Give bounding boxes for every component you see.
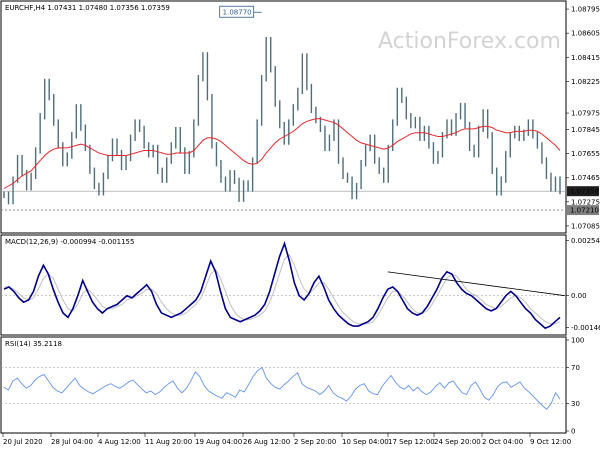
macd-tick-label: 0.00 — [571, 292, 587, 300]
rsi-panel — [0, 336, 567, 434]
macd-tick-label: 0.002547 — [571, 237, 600, 245]
price-header: EURCHF,H4 1.07431 1.07480 1.07356 1.0735… — [5, 4, 170, 12]
rsi-tick-label: 70 — [571, 364, 580, 372]
x-tick-label: 19 Aug 04:00 — [195, 438, 242, 446]
price-tag-label: 1.07210 — [570, 207, 599, 215]
x-tick-label: 26 Aug 12:00 — [243, 438, 290, 446]
x-tick-label: 20 Jul 2020 — [3, 438, 43, 446]
price-tick-label: 1.08225 — [571, 78, 600, 86]
price-tag-label: 1.07359 — [570, 188, 599, 196]
rsi-series: 100 70 30 0 — [1, 337, 584, 436]
price-series: 1.08770 1.08795 1.08605 1.08415 1.08225 1.079… — [1, 5, 600, 230]
x-tick-label: 2 Sep 20:00 — [294, 438, 336, 446]
x-tick-label: 9 Oct 12:00 — [530, 438, 571, 446]
price-tag — [567, 186, 599, 197]
signal-line — [4, 253, 561, 325]
price-tick-label: 1.08795 — [571, 6, 600, 14]
price-tick-label: 1.08415 — [571, 54, 600, 62]
price-tick-label: 1.07655 — [571, 150, 600, 158]
price-panel — [0, 0, 567, 234]
high-label: 1.08770 — [223, 9, 252, 17]
moving-average-line — [3, 118, 561, 189]
rsi-header: RSI(14) 35.2118 — [5, 340, 62, 348]
macd-tick-label: -0.001468 — [571, 324, 600, 332]
x-tick-label: 4 Aug 12:00 — [98, 438, 141, 446]
axis-labels: 20 Jul 2020 28 Jul 04:00 4 Aug 12:00 11 Aug… — [2, 433, 571, 446]
x-tick-label: 10 Sep 04:00 — [342, 438, 389, 446]
macd-trendline — [387, 271, 565, 297]
rsi-tick-label: 0 — [571, 428, 575, 436]
rsi-tick-label: 100 — [571, 337, 584, 345]
macd-series: 0.002547 0.00 -0.001468 — [1, 237, 600, 332]
price-tick-label: 1.07085 — [571, 222, 600, 230]
macd-header: MACD(12,26,9) -0.000994 -0.001155 — [5, 238, 134, 246]
watermark: ActionForex.com — [378, 29, 561, 54]
price-tick-label: 1.07845 — [571, 126, 600, 134]
price-tick-label: 1.07275 — [571, 198, 600, 206]
rsi-line — [3, 366, 561, 410]
x-tick-label: 28 Jul 04:00 — [51, 438, 93, 446]
price-tick-label: 1.07975 — [571, 110, 600, 118]
rsi-tick-label: 30 — [571, 400, 580, 408]
macd-panel — [0, 234, 567, 336]
x-tick-label: 24 Sep 20:00 — [434, 438, 481, 446]
x-tick-label: 2 Oct 04:00 — [482, 438, 523, 446]
macd-line — [3, 241, 561, 330]
high-label-box — [219, 5, 255, 18]
price-tick-label: 1.08605 — [571, 30, 600, 38]
x-tick-label: 17 Sep 12:00 — [388, 438, 435, 446]
x-tick-label: 11 Aug 20:00 — [145, 438, 192, 446]
price-tag — [567, 205, 599, 216]
price-tick-label: 1.07465 — [571, 174, 600, 182]
